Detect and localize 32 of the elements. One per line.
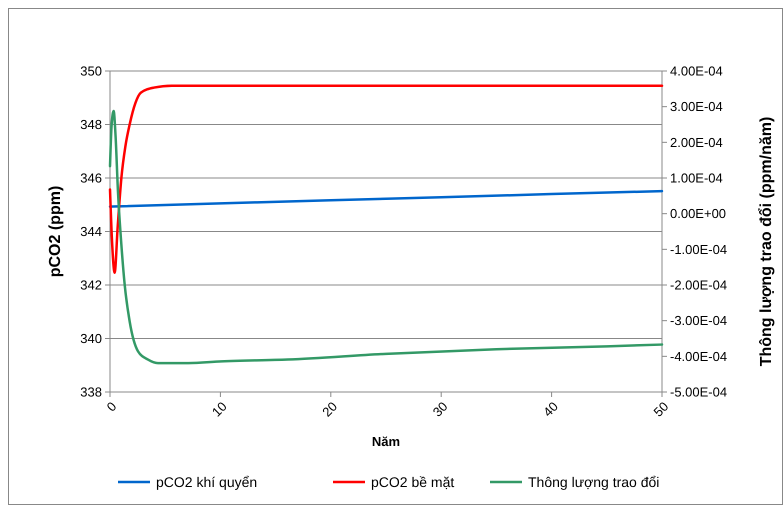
y2-tick-label: -3.00E-04 <box>670 313 728 328</box>
legend-label: pCO2 khí quyển <box>156 474 258 490</box>
y-tick-label: 344 <box>80 224 102 240</box>
y-tick-label: 338 <box>80 384 102 400</box>
y2-tick-label: -1.00E-04 <box>670 242 728 257</box>
x-tick-label: 30 <box>430 398 451 420</box>
y2-tick-label: 0.00E+00 <box>670 206 726 222</box>
y-tick-label: 346 <box>80 170 102 186</box>
y2-tick-label: 3.00E-04 <box>670 99 723 114</box>
y-tick-label: 342 <box>80 278 102 293</box>
y-axis-title: pCO2 (ppm) <box>47 186 64 278</box>
legend-label: Thông lượng trao đổi <box>528 474 660 490</box>
line-series <box>108 110 664 364</box>
y2-tick-label: 4.00E-04 <box>670 64 723 79</box>
line-series <box>108 190 664 208</box>
x-axis-title: Năm <box>372 434 400 449</box>
y2-tick-label: 2.00E-04 <box>670 134 723 150</box>
x-tick-label: 0 <box>104 398 120 414</box>
y-tick-label: 340 <box>80 331 102 346</box>
y-tick-label: 348 <box>80 117 102 132</box>
y2-tick-label: -5.00E-04 <box>670 384 728 400</box>
x-tick-label: 50 <box>650 398 672 420</box>
line-series <box>108 84 664 274</box>
y2-tick-label: -2.00E-04 <box>670 278 728 293</box>
legend-label: pCO2 bề mặt <box>371 474 454 490</box>
x-tick-label: 40 <box>540 398 561 420</box>
y2-tick-label: 1.00E-04 <box>670 170 723 186</box>
y2-tick-label: -4.00E-04 <box>670 348 728 364</box>
x-tick-label: 10 <box>208 398 230 420</box>
x-tick-label: 20 <box>319 398 340 420</box>
y-tick-label: 350 <box>80 64 102 79</box>
y2-axis-title: Thông lượng trao đổi (ppm/năm) <box>758 116 775 366</box>
